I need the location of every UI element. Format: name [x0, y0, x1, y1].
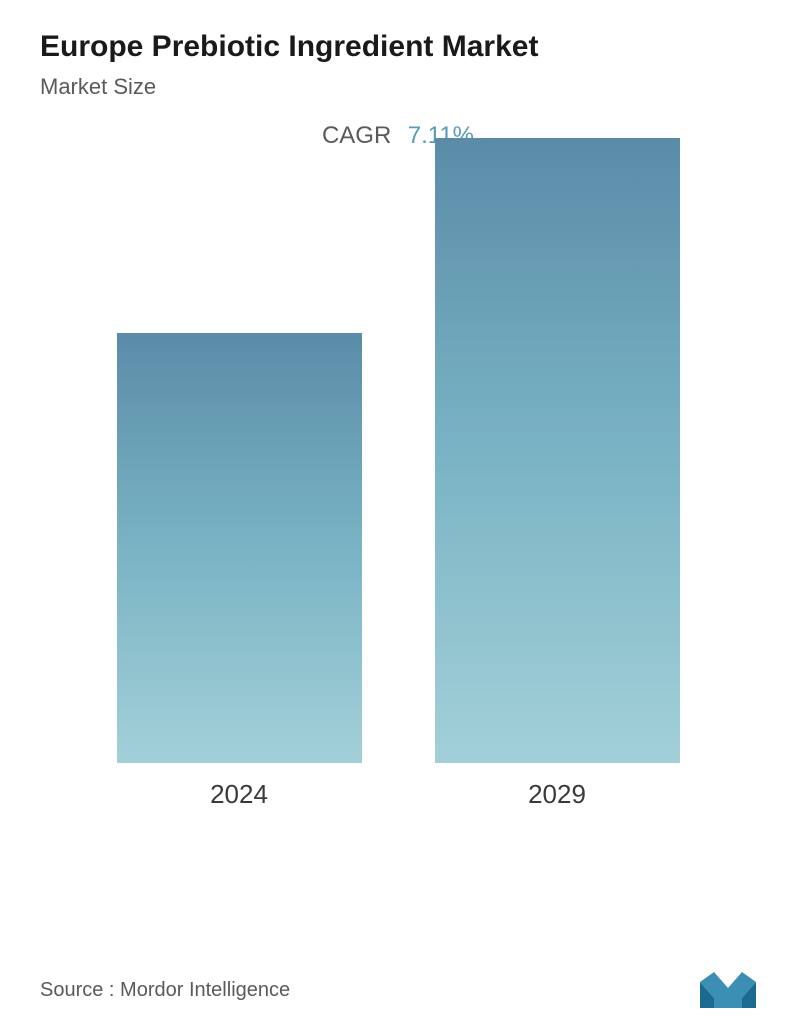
source-text: Source : Mordor Intelligence: [40, 979, 290, 1002]
chart-area: 2024 2029: [40, 170, 756, 870]
cagr-label: CAGR: [322, 122, 391, 149]
footer: Source : Mordor Intelligence: [40, 972, 756, 1008]
bar-2029: [435, 138, 680, 763]
bar-2024: [117, 333, 362, 763]
brand-logo-icon: [700, 972, 756, 1008]
bar-group-2029: 2029: [435, 138, 680, 810]
chart-subtitle: Market Size: [40, 74, 756, 100]
chart-title: Europe Prebiotic Ingredient Market: [40, 30, 756, 64]
bars-container: 2024 2029: [40, 170, 756, 810]
bar-group-2024: 2024: [117, 333, 362, 810]
bar-label-2029: 2029: [528, 779, 586, 810]
bar-label-2024: 2024: [210, 779, 268, 810]
